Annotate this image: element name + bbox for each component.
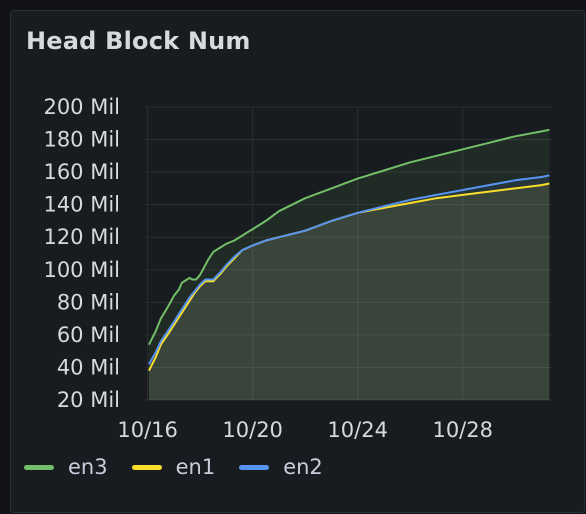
grid-lines [145, 106, 552, 401]
panel-title: Head Block Num [26, 27, 251, 55]
legend-label: en1 [175, 455, 216, 479]
series-area-en2 [148, 175, 550, 400]
y-tick-label: 120 Mil [43, 225, 120, 249]
y-tick-label: 160 Mil [43, 160, 120, 184]
legend-swatch [239, 464, 270, 470]
legend-swatch [131, 464, 162, 470]
x-tick-label: 10/16 [117, 418, 178, 442]
y-tick-labels: 20 Mil 40 Mil 60 Mil 80 Mil 100 Mil 120 Mil 14… [43, 95, 120, 412]
y-tick-label: 40 Mil [57, 355, 120, 379]
x-tick-labels: 10/16 10/20 10/24 10/28 [117, 418, 493, 442]
y-tick-label: 100 Mil [43, 258, 120, 282]
series-lines [148, 128, 550, 372]
legend-label: en3 [68, 455, 108, 479]
legend-item-en2[interactable]: en2 [239, 455, 323, 479]
y-tick-label: 80 Mil [57, 290, 120, 314]
series-areas [148, 129, 550, 401]
y-tick-label: 200 Mil [43, 95, 120, 119]
y-tick-label: 20 Mil [57, 388, 120, 412]
chart-panel: Head Block Num [10, 10, 585, 513]
x-tick-label: 10/28 [432, 418, 493, 442]
legend-item-en1[interactable]: en1 [131, 455, 216, 479]
y-tick-label: 180 Mil [43, 128, 120, 152]
x-tick-label: 10/20 [222, 418, 283, 442]
series-area-en1 [148, 183, 550, 400]
legend-item-en3[interactable]: en3 [24, 455, 108, 479]
y-tick-label: 140 Mil [43, 193, 120, 217]
series-line-en2[interactable] [148, 174, 550, 365]
chart-legend: en3 en1 en2 [24, 455, 323, 479]
series-line-en3[interactable] [148, 128, 550, 346]
legend-swatch [24, 464, 54, 470]
x-tick-label: 10/24 [327, 418, 388, 442]
y-tick-label: 60 Mil [57, 323, 120, 347]
legend-label: en2 [283, 455, 323, 479]
